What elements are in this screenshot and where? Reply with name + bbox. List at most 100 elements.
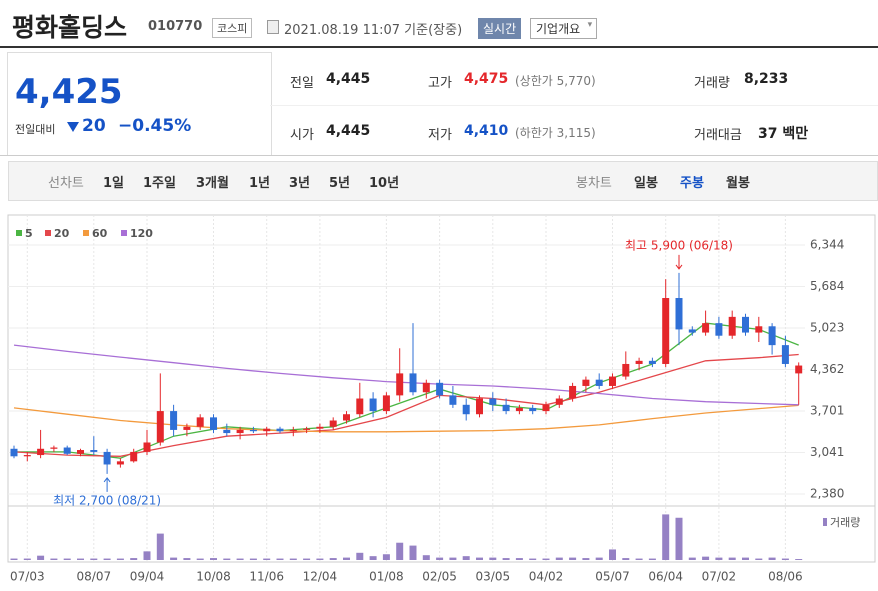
legend-swatch (45, 230, 51, 236)
quote-value: 37 백만 (758, 126, 809, 142)
candle-body (210, 417, 217, 430)
volume-bar (648, 558, 656, 560)
volume-bar (50, 558, 58, 560)
candle-body (263, 428, 271, 432)
calendar-icon (267, 20, 279, 34)
period-tab[interactable]: 3년 (289, 176, 311, 191)
volume-bar (795, 559, 803, 560)
volume-bar (529, 558, 537, 560)
x-tick-label: 10/08 (196, 570, 231, 584)
candle-body (555, 398, 563, 405)
candle-body (755, 326, 763, 333)
volume-bar (23, 558, 31, 560)
volume-bar (515, 558, 523, 560)
triangle-shape (67, 122, 79, 132)
candle-body (542, 404, 550, 412)
candle-body (50, 447, 58, 449)
volume-bar (343, 557, 350, 560)
x-tick-label: 02/05 (422, 570, 457, 584)
volume-legend-label: 거래량 (830, 516, 860, 529)
timestamp: 2021.08.19 11:07 기준(장중) (284, 23, 463, 38)
volume-bar (755, 558, 763, 560)
volume-bar (555, 557, 563, 560)
candle-body (422, 382, 430, 393)
volume-bar (702, 556, 710, 560)
candle-tab[interactable]: 월봉 (726, 176, 750, 191)
volume-bar (502, 558, 510, 560)
volume-bar (635, 558, 643, 560)
volume-bar (476, 557, 483, 560)
legend-swatch (83, 230, 89, 236)
volume-bar (449, 557, 457, 560)
header-rule (0, 46, 878, 48)
legend-label: 20 (54, 227, 70, 240)
quote-value: 4,445 (326, 123, 371, 139)
stock-name: 평화홀딩스 (12, 13, 128, 42)
candle-body (329, 420, 337, 427)
legend-label: 60 (92, 227, 108, 240)
candle-body (23, 455, 31, 457)
candle-body (116, 461, 124, 465)
volume-bar (781, 558, 789, 560)
period-tab[interactable]: 1주일 (143, 176, 176, 191)
candle-body (156, 411, 164, 443)
period-tab[interactable]: 1년 (249, 176, 271, 191)
line-chart-label: 선차트 (48, 176, 84, 191)
candle-tab[interactable]: 일봉 (634, 176, 658, 191)
volume-bar (196, 558, 204, 560)
legend-label: 5 (25, 227, 33, 240)
volume-bar (582, 558, 590, 560)
candle-tab[interactable]: 주봉 (680, 176, 704, 191)
volume-bar (103, 558, 111, 560)
candle-body (595, 379, 603, 386)
volume-bar (595, 557, 603, 560)
candle-body (276, 428, 284, 432)
volume-bar (369, 556, 377, 560)
x-tick-label: 03/05 (476, 570, 511, 584)
volume-bar (223, 558, 231, 560)
x-tick-label: 08/07 (77, 570, 112, 584)
volume-bar (316, 558, 324, 560)
candle-body (303, 428, 311, 430)
candle-body (715, 323, 723, 336)
candle-body (249, 429, 257, 432)
candle-body (795, 365, 803, 374)
volume-bar (263, 558, 271, 560)
quote-value: 4,410 (464, 123, 509, 139)
candle-body (768, 326, 776, 346)
candle-body (728, 316, 736, 336)
volume-bar (77, 558, 84, 560)
period-tab[interactable]: 10년 (369, 176, 400, 191)
volume-bar (688, 557, 696, 560)
annotation-label: 최고 5,900 (06/18) (625, 238, 733, 252)
candle-body (90, 450, 98, 452)
candle-body (143, 442, 151, 452)
candle-body (170, 411, 178, 430)
x-tick-label: 11/06 (249, 570, 284, 584)
volume-bar (489, 557, 497, 560)
volume-bar (63, 558, 71, 560)
candle-chart-label: 봉차트 (576, 176, 612, 191)
candle-body (10, 448, 18, 457)
candle-body (529, 407, 537, 412)
company-button[interactable]: 기업개요 ▾ (530, 18, 598, 39)
y-tick-label: 4,362 (810, 362, 844, 376)
period-tab[interactable]: 3개월 (196, 176, 229, 191)
annotation-label: 최저 2,700 (08/21) (53, 493, 161, 507)
volume-bar (396, 542, 404, 560)
candle-body (409, 373, 417, 393)
legend-swatch (121, 230, 127, 236)
quote-label: 거래량 (694, 76, 730, 91)
volume-bar (728, 557, 736, 560)
candle-body (289, 429, 297, 432)
period-tab[interactable]: 5년 (329, 176, 351, 191)
candle-body (343, 414, 350, 421)
candle-body (183, 426, 191, 430)
period-tab[interactable]: 1일 (103, 176, 125, 191)
y-tick-label: 3,701 (810, 404, 844, 418)
realtime-button[interactable]: 실시간 (478, 18, 522, 39)
volume-bar (742, 557, 749, 560)
volume-bar (116, 558, 124, 560)
